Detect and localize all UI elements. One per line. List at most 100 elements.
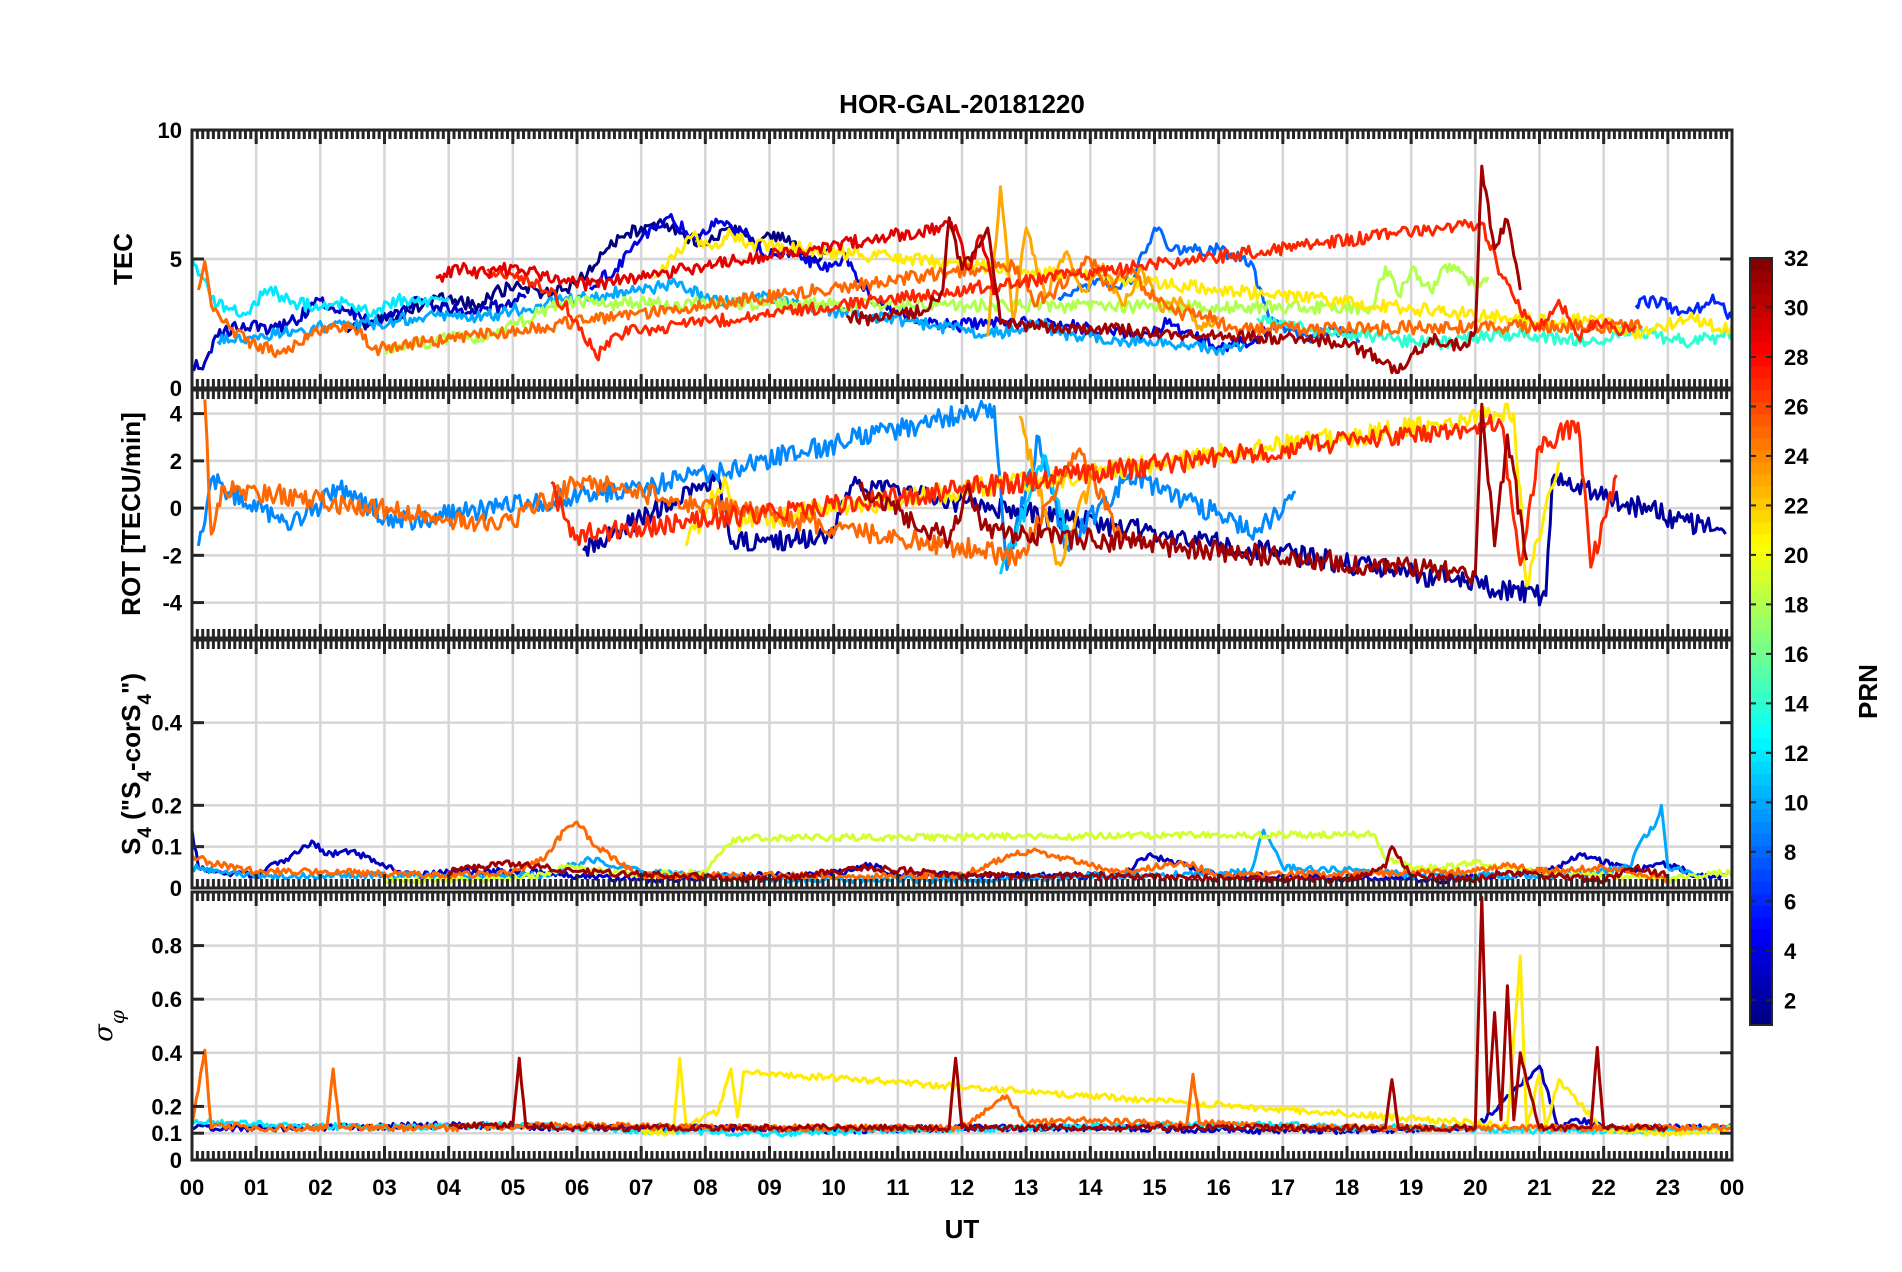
series-prn-12 bbox=[192, 258, 450, 318]
ticks-rot bbox=[190, 390, 1734, 638]
colorbar-swatch bbox=[1750, 293, 1772, 307]
colorbar-swatch bbox=[1750, 917, 1772, 930]
x-tick-label: 15 bbox=[1142, 1175, 1166, 1200]
colorbar-swatch bbox=[1750, 269, 1772, 283]
colorbar-swatch bbox=[1750, 497, 1772, 511]
colorbar-swatch bbox=[1750, 713, 1772, 726]
colorbar-swatch bbox=[1750, 641, 1772, 655]
colorbar-swatch bbox=[1750, 1013, 1772, 1026]
x-axis: 00 01 02 03 04 05 06 07 08 09 10 11 12 13 14 15 16 17 18 19… bbox=[180, 1175, 1744, 1200]
x-tick-label: 20 bbox=[1463, 1175, 1487, 1200]
colorbar-swatch bbox=[1750, 845, 1772, 858]
series-prn-25 bbox=[196, 255, 1644, 359]
colorbar-swatch bbox=[1750, 281, 1772, 295]
y-tick-label: 0.2 bbox=[151, 793, 182, 818]
colorbar-swatch bbox=[1750, 1001, 1772, 1014]
panel-tec: 0 5 10 bbox=[158, 118, 1734, 401]
series-prn-25 bbox=[203, 399, 1124, 567]
colorbar-swatch bbox=[1750, 905, 1772, 918]
x-tick-label: 17 bbox=[1271, 1175, 1295, 1200]
y-tick-label: -4 bbox=[162, 591, 182, 616]
colorbar-swatch bbox=[1750, 725, 1772, 738]
panels: 0510-4-202400.10.20.400.10.20.40.60.8TEC… bbox=[89, 118, 1734, 1173]
series-prn-31 bbox=[858, 402, 1529, 585]
y-axis-label-s4: S4 ("S4-corS4") bbox=[116, 673, 156, 855]
colorbar-tick-label: 8 bbox=[1784, 840, 1796, 865]
x-tick-label: 11 bbox=[886, 1175, 909, 1200]
x-axis-label: UT bbox=[945, 1214, 980, 1244]
panel-rot: -4 -2 0 2 4 bbox=[162, 388, 1734, 640]
colorbar-swatch bbox=[1750, 329, 1772, 343]
grid-s4 bbox=[192, 640, 1732, 888]
colorbar-swatch bbox=[1750, 929, 1772, 942]
x-tick-label: 12 bbox=[950, 1175, 974, 1200]
colorbar-swatch bbox=[1750, 809, 1772, 822]
colorbar-swatch bbox=[1750, 569, 1772, 583]
colorbar-swatch bbox=[1750, 353, 1772, 367]
colorbar-swatch bbox=[1750, 545, 1772, 559]
colorbar-swatch bbox=[1750, 461, 1772, 475]
x-tick-label: 18 bbox=[1335, 1175, 1359, 1200]
colorbar-swatch bbox=[1750, 365, 1772, 379]
x-tick-label: 19 bbox=[1399, 1175, 1423, 1200]
y-tick-label: 0.1 bbox=[151, 835, 182, 860]
x-tick-label: 05 bbox=[501, 1175, 525, 1200]
colorbar-swatch bbox=[1750, 677, 1772, 691]
series-prn-27 bbox=[550, 413, 1618, 569]
series-prn-29 bbox=[435, 220, 996, 296]
colorbar-swatch bbox=[1750, 377, 1772, 391]
series-prn-31 bbox=[448, 895, 1668, 1133]
x-tick-label: 00 bbox=[180, 1175, 204, 1200]
y-tick-label: 0.4 bbox=[151, 711, 182, 736]
y-tick-label: 0 bbox=[170, 1148, 182, 1173]
colorbar-swatch bbox=[1750, 797, 1772, 810]
x-tick-label: 08 bbox=[693, 1175, 717, 1200]
y-tick-label: 4 bbox=[170, 402, 183, 427]
colorbar-swatch bbox=[1750, 605, 1772, 619]
x-tick-label: 22 bbox=[1591, 1175, 1615, 1200]
colorbar-tick-label: 22 bbox=[1784, 493, 1808, 518]
colorbar-swatch bbox=[1750, 533, 1772, 547]
series-group-tec bbox=[192, 164, 1732, 375]
series-prn-23 bbox=[1018, 415, 1099, 567]
colorbar-swatch bbox=[1750, 893, 1772, 906]
colorbar-tick-label: 6 bbox=[1784, 889, 1796, 914]
series-prn-2 bbox=[582, 470, 1727, 607]
colorbar-swatch bbox=[1750, 485, 1772, 499]
colorbar-swatch bbox=[1750, 977, 1772, 990]
colorbar-swatch bbox=[1750, 389, 1772, 403]
x-tick-label: 21 bbox=[1527, 1175, 1551, 1200]
colorbar-tick-label: 24 bbox=[1784, 444, 1809, 469]
colorbar-swatch bbox=[1750, 773, 1772, 786]
x-tick-label: 09 bbox=[757, 1175, 781, 1200]
y-axis-label-rot: ROT [TECU/min] bbox=[116, 412, 146, 616]
colorbar-tick-label: 2 bbox=[1784, 988, 1796, 1013]
colorbar-swatch bbox=[1750, 869, 1772, 882]
colorbar-swatch bbox=[1750, 401, 1772, 415]
series-prn-6 bbox=[1634, 293, 1732, 320]
colorbar-tick-label: 32 bbox=[1784, 246, 1808, 271]
y-tick-label: 0.1 bbox=[151, 1121, 182, 1146]
y-tick-label: 0 bbox=[170, 496, 182, 521]
y-tick-label: 10 bbox=[158, 118, 182, 143]
colorbar-swatch bbox=[1750, 857, 1772, 870]
y-tick-label: 0.6 bbox=[151, 987, 182, 1012]
colorbar-swatch bbox=[1750, 881, 1772, 894]
y-tick-label: -2 bbox=[162, 543, 182, 568]
colorbar-swatch bbox=[1750, 701, 1772, 715]
chart-title: HOR-GAL-20181220 bbox=[839, 89, 1085, 119]
x-tick-label: 02 bbox=[308, 1175, 332, 1200]
colorbar-tick-label: 16 bbox=[1784, 642, 1808, 667]
colorbar-swatch bbox=[1750, 258, 1772, 271]
colorbar-tick-label: 12 bbox=[1784, 741, 1808, 766]
x-tick-label: 14 bbox=[1078, 1175, 1103, 1200]
colorbar-swatch bbox=[1750, 821, 1772, 834]
colorbar-swatch bbox=[1750, 473, 1772, 487]
y-tick-label: 0.2 bbox=[151, 1094, 182, 1119]
colorbar-swatch bbox=[1750, 761, 1772, 774]
colorbar-swatch bbox=[1750, 305, 1772, 319]
colorbar-swatch bbox=[1750, 749, 1772, 762]
colorbar-tick-label: 20 bbox=[1784, 543, 1808, 568]
colorbar-swatch bbox=[1750, 413, 1772, 427]
colorbar-swatch bbox=[1750, 509, 1772, 523]
